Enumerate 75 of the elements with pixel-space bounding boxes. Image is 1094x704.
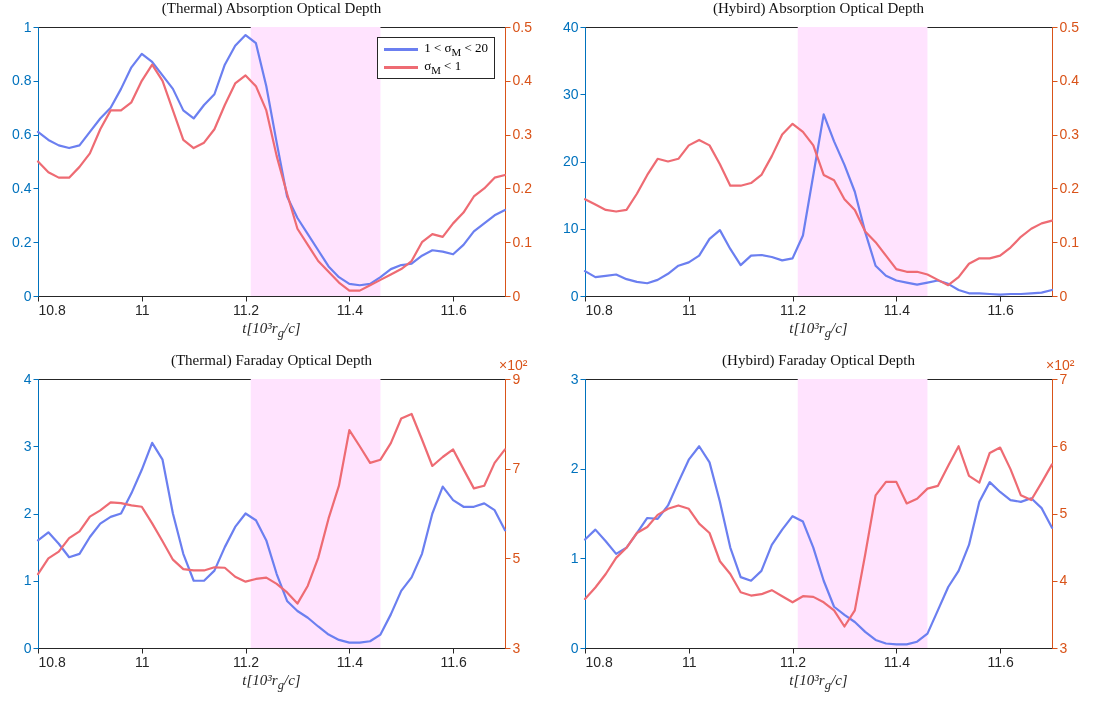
y2-tick-label: 0 xyxy=(512,287,521,304)
y-tick-label: 1 xyxy=(23,18,32,35)
y2-tick-label: 7 xyxy=(512,460,521,477)
x-tick-label: 11.2 xyxy=(232,653,260,670)
y2-tick-label: 5 xyxy=(1059,505,1068,521)
x-axis-title: t[10³r$_{g}$/c] xyxy=(789,320,848,341)
x-tick-label: 10.8 xyxy=(38,301,66,318)
x-tick-label: 11 xyxy=(135,301,150,318)
y-tick-label: 2 xyxy=(23,505,32,521)
x-tick-label: 11.6 xyxy=(440,653,467,670)
y2-tick-label: 0.2 xyxy=(1059,179,1080,196)
y-tick-label: 0 xyxy=(570,639,579,656)
y2-tick-label: 0.4 xyxy=(512,72,533,89)
x-axis-title: t[10³r$_{g}$/c] xyxy=(242,672,301,693)
y2-tick-label: 0.3 xyxy=(1059,126,1080,143)
chart-title: (Thermal) Faraday Optical Depth xyxy=(170,352,373,369)
text: ×10² xyxy=(1046,357,1075,373)
x-tick-label: 11.2 xyxy=(779,653,807,670)
x-tick-label: 11.2 xyxy=(779,301,807,318)
y-tick-label: 0 xyxy=(570,287,579,304)
y-tick-label: 1 xyxy=(23,572,32,589)
x-tick-label: 11.4 xyxy=(336,301,364,318)
y-tick-label: 3 xyxy=(23,437,32,454)
x-tick-label: 11.4 xyxy=(336,653,364,670)
x-axis-title: t[10³r$_{g}$/c] xyxy=(789,672,848,693)
x-tick-label: 11 xyxy=(682,653,697,670)
chart-title: (Thermal) Absorption Optical Depth xyxy=(161,0,382,17)
y2-tick-label: 0.1 xyxy=(512,233,533,250)
y-tick-label: 10 xyxy=(562,220,579,237)
x-tick-label: 11.4 xyxy=(883,301,911,318)
y-tick-label: 0 xyxy=(23,639,32,656)
y2-tick-label: 9 xyxy=(512,370,521,387)
y-tick-label: 0.8 xyxy=(12,72,32,89)
text: ×10² xyxy=(499,357,528,373)
x-axis-title: t[10³r$_{g}$/c] xyxy=(242,320,301,341)
y-tick-label: 0.4 xyxy=(12,179,32,196)
y2-tick-label: 0.3 xyxy=(512,126,533,143)
legend-label: 1 < σ$_{M}$ < 20 xyxy=(424,40,488,58)
x-tick-label: 10.8 xyxy=(585,301,613,318)
y-tick-label: 0 xyxy=(23,287,32,304)
y2-tick-label: 4 xyxy=(1059,572,1068,589)
y2-tick-label: 3 xyxy=(1059,639,1068,656)
x-tick-label: 11 xyxy=(682,301,697,318)
y-tick-label: 0.6 xyxy=(12,126,32,143)
x-tick-label: 11.6 xyxy=(440,301,467,318)
line-series xyxy=(36,412,507,605)
x-tick-label: 11.6 xyxy=(987,301,1014,318)
y2-tick-label: 0.4 xyxy=(1059,72,1080,89)
y-tick-label: 2 xyxy=(570,460,579,477)
y2-tick-label: 6 xyxy=(1059,437,1068,454)
x-tick-label: 11.6 xyxy=(987,653,1014,670)
y-tick-label: 20 xyxy=(562,153,579,169)
x-tick-label: 11.4 xyxy=(883,653,911,670)
y-tick-label: 30 xyxy=(562,85,579,102)
y-tick-label: 1 xyxy=(570,549,579,566)
y-tick-label: 0.2 xyxy=(12,233,32,250)
y2-tick-label: 0.5 xyxy=(512,18,533,35)
y2-tick-label: 7 xyxy=(1059,370,1068,387)
y-tick-label: 4 xyxy=(23,370,32,387)
y2-tick-label: 3 xyxy=(512,639,521,656)
chart-title: (Hybird) Faraday Optical Depth xyxy=(722,352,916,369)
line-series xyxy=(36,441,507,644)
legend-label: σ$_{M}$ < 1 xyxy=(424,58,462,76)
x-tick-label: 11 xyxy=(135,653,150,670)
chart-title: (Hybird) Absorption Optical Depth xyxy=(712,0,925,17)
y2-tick-label: 0.1 xyxy=(1059,233,1080,250)
y2-tick-label: 5 xyxy=(512,549,521,566)
y2-tick-label: 0 xyxy=(1059,287,1068,304)
x-tick-label: 10.8 xyxy=(585,653,613,670)
x-tick-label: 11.2 xyxy=(232,301,260,318)
y2-tick-label: 0.2 xyxy=(512,179,533,196)
y-tick-label: 3 xyxy=(570,370,579,387)
y2-tick-label: 0.5 xyxy=(1059,18,1080,35)
y-tick-label: 40 xyxy=(562,18,579,35)
x-tick-label: 10.8 xyxy=(38,653,66,670)
